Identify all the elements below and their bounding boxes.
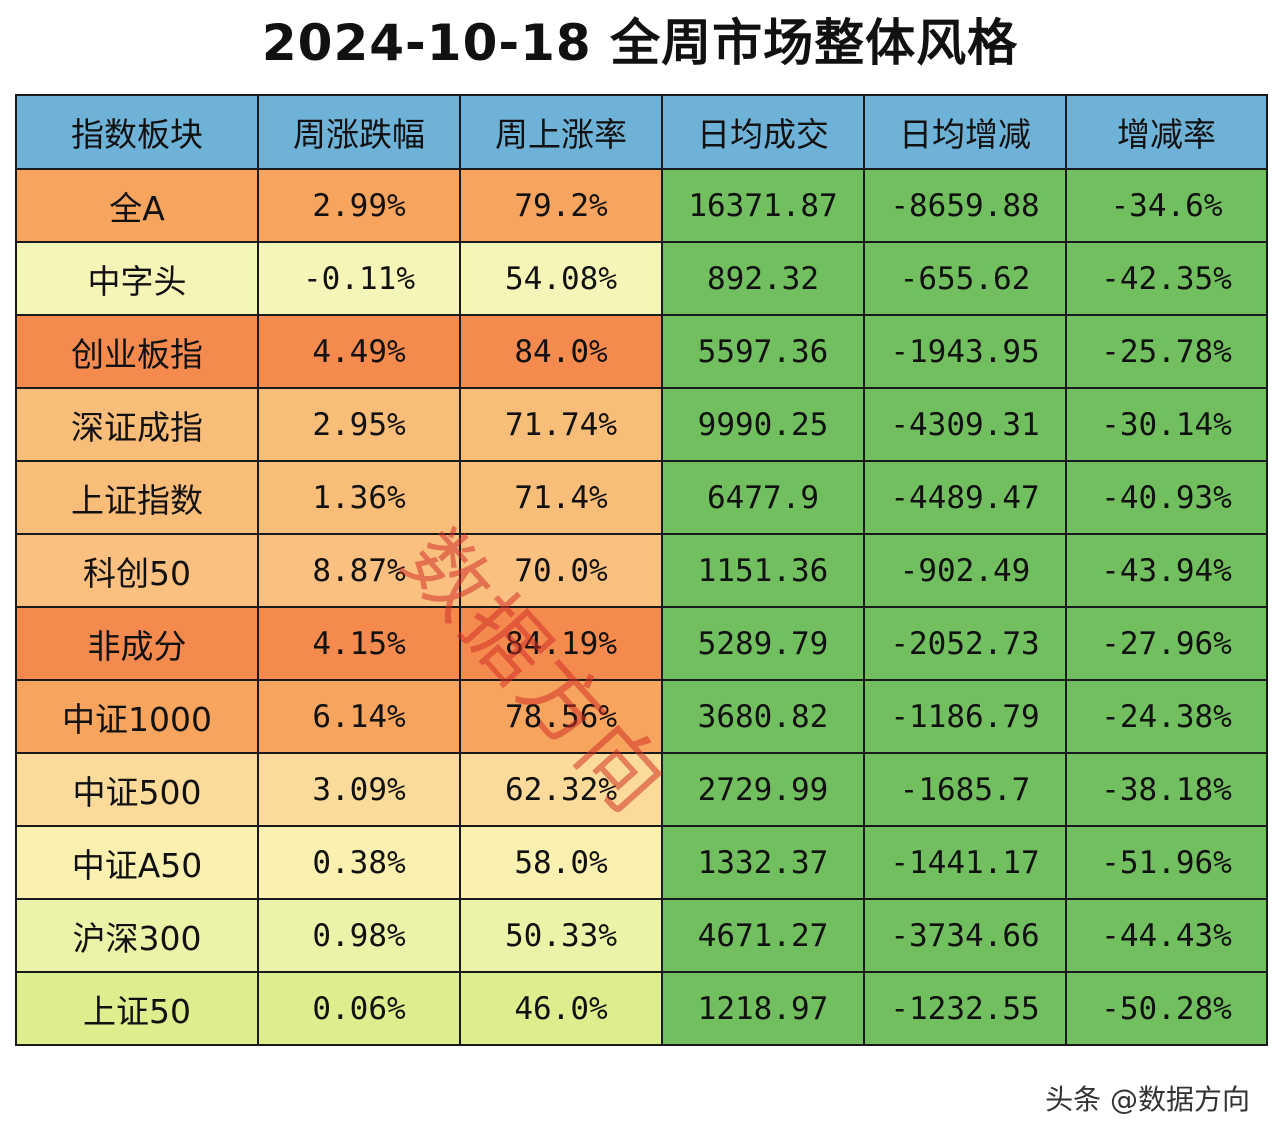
table-cell: 4.49% (257, 314, 461, 389)
table-cell: 5597.36 (661, 314, 865, 389)
table-cell: -902.49 (863, 533, 1067, 608)
table-cell: 1332.37 (661, 825, 865, 900)
table-cell: -1943.95 (863, 314, 1067, 389)
table-row: 全A 2.99% 79.2% 16371.87 -8659.88 -34.6% (15, 168, 1268, 243)
market-style-table: 指数板块 周涨跌幅 周上涨率 日均成交 日均增减 增减率 全A 2.99% 79.2… (15, 94, 1268, 1046)
table-cell: -24.38% (1065, 679, 1268, 754)
header-daily-avg-change: 日均增减 (863, 94, 1067, 170)
row-index-name: 科创50 (15, 533, 259, 608)
table-cell: 84.0% (459, 314, 663, 389)
header-weekly-change: 周涨跌幅 (257, 94, 461, 170)
table-cell: 9990.25 (661, 387, 865, 462)
row-index-name: 上证指数 (15, 460, 259, 535)
table-row: 科创50 8.87% 70.0% 1151.36 -902.49 -43.94% (15, 533, 1268, 608)
table-header-row: 指数板块 周涨跌幅 周上涨率 日均成交 日均增减 增减率 (15, 94, 1268, 170)
table-cell: -3734.66 (863, 898, 1067, 973)
table-cell: 50.33% (459, 898, 663, 973)
table-cell: 16371.87 (661, 168, 865, 243)
table-cell: -1441.17 (863, 825, 1067, 900)
header-daily-avg-turnover: 日均成交 (661, 94, 865, 170)
row-index-name: 非成分 (15, 606, 259, 681)
table-cell: -4489.47 (863, 460, 1067, 535)
table-cell: 0.38% (257, 825, 461, 900)
table-row: 上证50 0.06% 46.0% 1218.97 -1232.55 -50.28% (15, 971, 1268, 1046)
table-cell: -43.94% (1065, 533, 1268, 608)
table-cell: 71.4% (459, 460, 663, 535)
table-row: 中证A50 0.38% 58.0% 1332.37 -1441.17 -51.96% (15, 825, 1268, 900)
table-cell: -44.43% (1065, 898, 1268, 973)
table-cell: 2729.99 (661, 752, 865, 827)
table-row: 创业板指 4.49% 84.0% 5597.36 -1943.95 -25.78% (15, 314, 1268, 389)
table-cell: -1186.79 (863, 679, 1067, 754)
table-cell: -2052.73 (863, 606, 1067, 681)
table-cell: -51.96% (1065, 825, 1268, 900)
table-cell: 2.95% (257, 387, 461, 462)
page-title: 2024-10-18 全周市场整体风格 (261, 14, 1019, 72)
table-cell: 58.0% (459, 825, 663, 900)
table-cell: -1685.7 (863, 752, 1067, 827)
table-cell: 3680.82 (661, 679, 865, 754)
table-row: 中证500 3.09% 62.32% 2729.99 -1685.7 -38.18% (15, 752, 1268, 827)
table-cell: -0.11% (257, 241, 461, 316)
table-cell: -25.78% (1065, 314, 1268, 389)
table-cell: 1151.36 (661, 533, 865, 608)
table-cell: -655.62 (863, 241, 1067, 316)
table-row: 上证指数 1.36% 71.4% 6477.9 -4489.47 -40.93% (15, 460, 1268, 535)
table-cell: 79.2% (459, 168, 663, 243)
table-cell: 892.32 (661, 241, 865, 316)
table-cell: 1.36% (257, 460, 461, 535)
table-cell: 54.08% (459, 241, 663, 316)
row-index-name: 上证50 (15, 971, 259, 1046)
table-cell: 62.32% (459, 752, 663, 827)
table-cell: 8.87% (257, 533, 461, 608)
row-index-name: 全A (15, 168, 259, 243)
header-weekly-rise-rate: 周上涨率 (459, 94, 663, 170)
table-cell: 70.0% (459, 533, 663, 608)
table-cell: -4309.31 (863, 387, 1067, 462)
table-cell: 5289.79 (661, 606, 865, 681)
table-row: 沪深300 0.98% 50.33% 4671.27 -3734.66 -44.43% (15, 898, 1268, 973)
row-index-name: 中证1000 (15, 679, 259, 754)
table-cell: 2.99% (257, 168, 461, 243)
table-cell: 84.19% (459, 606, 663, 681)
table-row: 中字头 -0.11% 54.08% 892.32 -655.62 -42.35% (15, 241, 1268, 316)
table-cell: 3.09% (257, 752, 461, 827)
row-index-name: 沪深300 (15, 898, 259, 973)
table-row: 深证成指 2.95% 71.74% 9990.25 -4309.31 -30.14% (15, 387, 1268, 462)
table-cell: 4.15% (257, 606, 461, 681)
table-cell: 46.0% (459, 971, 663, 1046)
table-cell: -8659.88 (863, 168, 1067, 243)
table-cell: 1218.97 (661, 971, 865, 1046)
row-index-name: 深证成指 (15, 387, 259, 462)
table-cell: -40.93% (1065, 460, 1268, 535)
table-cell: -34.6% (1065, 168, 1268, 243)
table-cell: -50.28% (1065, 971, 1268, 1046)
table-cell: -42.35% (1065, 241, 1268, 316)
header-index-sector: 指数板块 (15, 94, 259, 170)
header-change-rate: 增减率 (1065, 94, 1268, 170)
table-row: 非成分 4.15% 84.19% 5289.79 -2052.73 -27.96% (15, 606, 1268, 681)
table-cell: -1232.55 (863, 971, 1067, 1046)
table-cell: 78.56% (459, 679, 663, 754)
table-row: 中证1000 6.14% 78.56% 3680.82 -1186.79 -24.38% (15, 679, 1268, 754)
table-cell: 4671.27 (661, 898, 865, 973)
row-index-name: 中证500 (15, 752, 259, 827)
table-cell: 71.74% (459, 387, 663, 462)
table-cell: 0.06% (257, 971, 461, 1046)
table-cell: -30.14% (1065, 387, 1268, 462)
table-cell: 6.14% (257, 679, 461, 754)
table-cell: 0.98% (257, 898, 461, 973)
row-index-name: 创业板指 (15, 314, 259, 389)
table-cell: 6477.9 (661, 460, 865, 535)
footer-credit: 头条 @数据方向 (1045, 1083, 1250, 1116)
row-index-name: 中证A50 (15, 825, 259, 900)
table-cell: -27.96% (1065, 606, 1268, 681)
table-cell: -38.18% (1065, 752, 1268, 827)
row-index-name: 中字头 (15, 241, 259, 316)
